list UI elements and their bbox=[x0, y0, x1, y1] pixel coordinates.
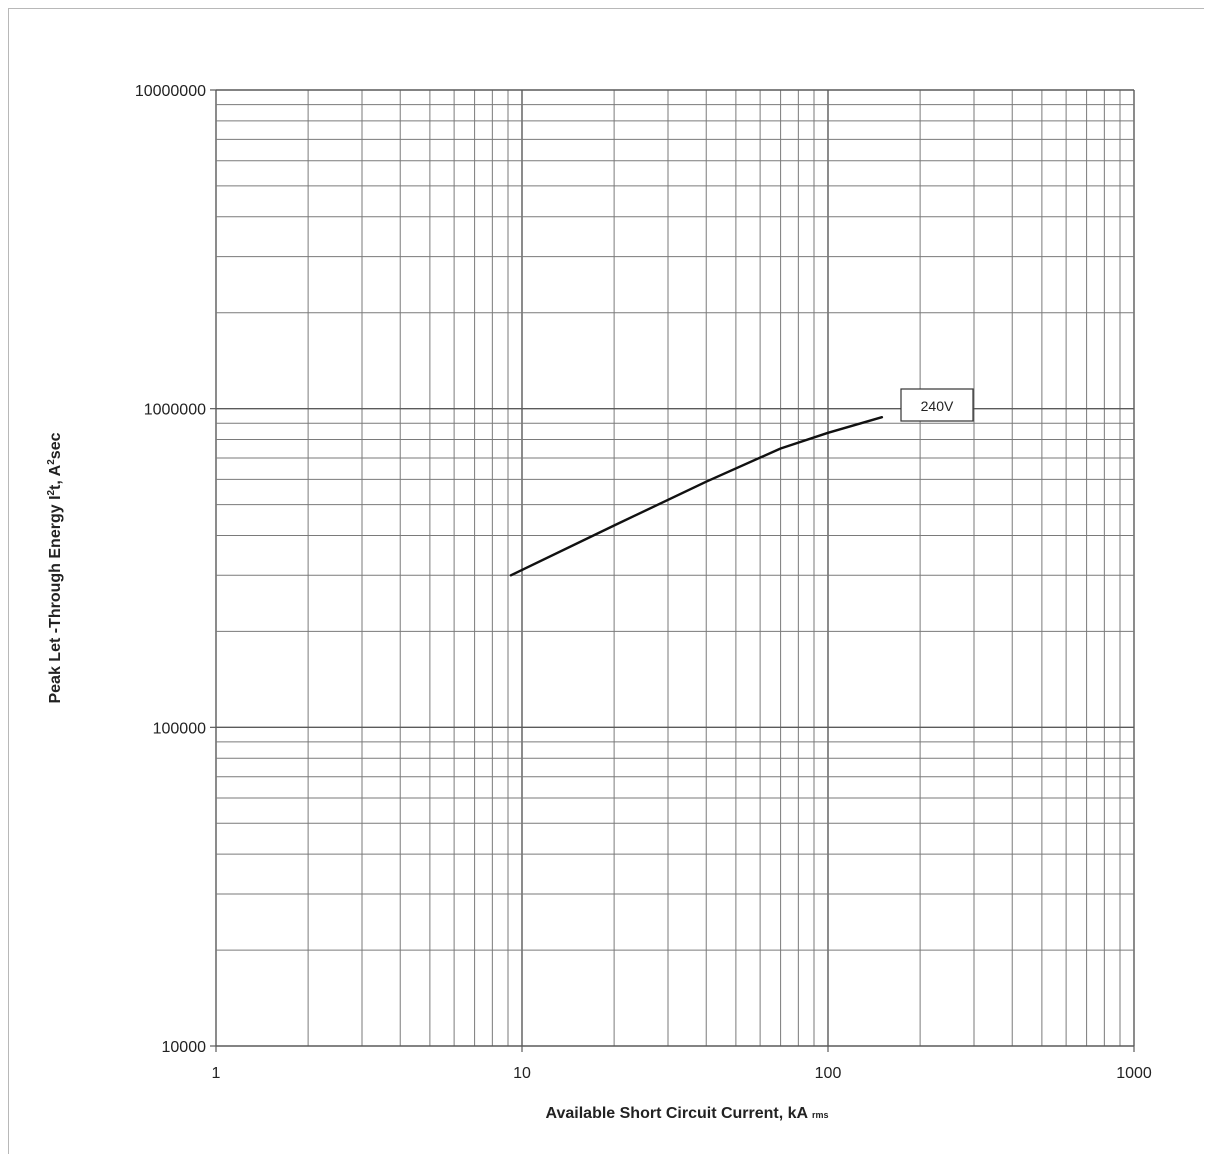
y-axis-title: Peak Let -Through Energy I2t, A2sec bbox=[46, 432, 64, 703]
x-axis-title-main: Available Short Circuit Current, kA bbox=[546, 1105, 809, 1122]
grid-lines bbox=[210, 89, 1135, 1052]
x-tick-label: 100 bbox=[815, 1065, 842, 1082]
y-tick-label: 10000 bbox=[162, 1039, 207, 1056]
y-axis-title-part1: Peak Let -Through Energy I bbox=[47, 495, 64, 703]
y-axis-title-part2: t, A bbox=[47, 464, 64, 490]
series-label-box bbox=[900, 388, 974, 422]
x-axis-title: Available Short Circuit Current, kA rms bbox=[546, 1105, 829, 1122]
series-label-240v: 240V bbox=[900, 388, 974, 422]
series-label-text: 240V bbox=[921, 398, 954, 414]
x-tick-label: 10 bbox=[513, 1065, 531, 1082]
y-tick-labels: 10000 100000 1000000 10000000 bbox=[135, 83, 206, 1056]
x-tick-labels: 1 10 100 1000 bbox=[212, 1065, 1152, 1082]
y-tick-label: 10000000 bbox=[135, 83, 206, 100]
chart-frame bbox=[8, 8, 1204, 1154]
y-axis-title-sup1: 2 bbox=[46, 489, 57, 495]
series-line-240v bbox=[509, 416, 884, 577]
series-layer bbox=[509, 416, 884, 577]
y-tick-label: 1000000 bbox=[144, 402, 206, 419]
y-axis-title-sup2: 2 bbox=[46, 459, 57, 465]
y-tick-label: 100000 bbox=[153, 720, 206, 737]
x-tick-label: 1 bbox=[212, 1065, 221, 1082]
x-tick-label: 1000 bbox=[1116, 1065, 1152, 1082]
x-axis-title-subscript: rms bbox=[812, 1110, 829, 1120]
y-axis-title-part3: sec bbox=[47, 432, 64, 459]
